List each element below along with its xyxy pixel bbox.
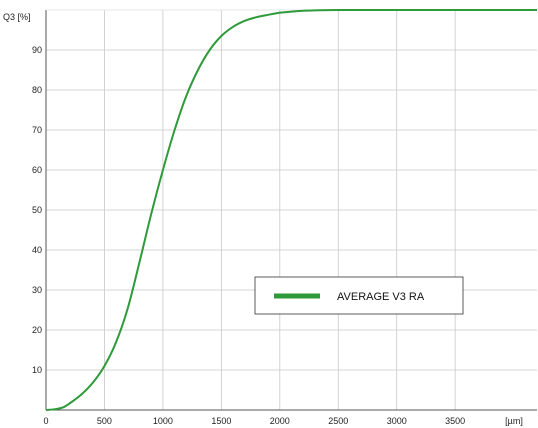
y-tick-label: 50 <box>32 205 42 215</box>
y-tick-label: 70 <box>32 125 42 135</box>
y-tick-label: 90 <box>32 45 42 55</box>
x-tick-label: 3000 <box>387 416 407 426</box>
legend: AVERAGE V3 RA <box>254 276 464 315</box>
y-tick-label: 40 <box>32 245 42 255</box>
y-axis-label: Q3 [%] <box>3 12 31 22</box>
series <box>45 8 537 411</box>
x-tick-label: 2000 <box>270 416 290 426</box>
y-tick-label: 30 <box>32 285 42 295</box>
x-tick-label: 3500 <box>445 416 465 426</box>
x-tick-label: 2500 <box>328 416 348 426</box>
x-tick-label: 0 <box>43 416 48 426</box>
x-tick-label: 500 <box>97 416 112 426</box>
grid <box>46 10 537 410</box>
y-tick-label: 20 <box>32 325 42 335</box>
y-tick-label: 80 <box>32 85 42 95</box>
x-tick-label: 1000 <box>153 416 173 426</box>
series-line <box>45 8 537 411</box>
y-tick-label: 60 <box>32 165 42 175</box>
y-tick-label: 10 <box>32 365 42 375</box>
axes: 0 500 1000 1500 2000 2500 3000 3500 [µm] 10 20 30 40… <box>32 9 537 426</box>
x-tick-label: [µm] <box>505 416 523 426</box>
legend-label: AVERAGE V3 RA <box>337 291 425 303</box>
x-tick-label: 1500 <box>211 416 231 426</box>
